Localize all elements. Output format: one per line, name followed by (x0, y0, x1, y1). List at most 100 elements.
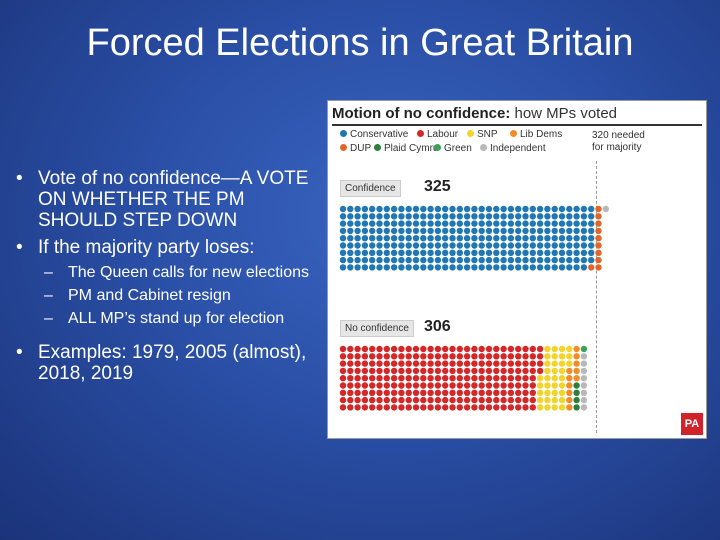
seat-dot-conservative (354, 256, 361, 264)
seat-dot-conservative (588, 227, 595, 235)
seat-dot-conservative (347, 235, 354, 242)
seat-dot-conservative (551, 227, 558, 235)
seat-dot-snp (558, 367, 566, 375)
seat-dot-labour (529, 360, 536, 367)
seat-dot-labour (500, 404, 507, 411)
seat-dot-conservative (398, 227, 405, 235)
seat-dot-snp (558, 345, 566, 353)
seat-dot-labour (449, 396, 456, 404)
seat-dot-labour (434, 396, 442, 404)
seat-dot-conservative (398, 213, 405, 220)
seat-dot-conservative (398, 242, 405, 249)
seat-dot-conservative (536, 242, 544, 249)
seat-dot-labour (405, 367, 412, 375)
seat-dot-snp (558, 404, 566, 411)
seat-dot-conservative (558, 235, 566, 242)
seat-dot-conservative (339, 205, 347, 213)
seat-dot-labour (398, 382, 405, 389)
seat-dot-conservative (427, 235, 434, 242)
dot-icon (374, 144, 381, 151)
seat-dot-conservative (361, 227, 369, 235)
seat-dot-labour (361, 367, 369, 375)
seat-dot-labour (412, 345, 420, 353)
seat-dot-labour (449, 389, 456, 396)
seat-dot-conservative (566, 235, 573, 242)
seat-dot-lib-dems (566, 382, 573, 389)
seat-dot-labour (471, 367, 478, 375)
seat-dot-independent (580, 396, 588, 404)
seat-dot-conservative (507, 242, 515, 249)
seat-dot-labour (434, 404, 442, 411)
seat-dot-conservative (536, 249, 544, 256)
seat-dot-conservative (354, 264, 361, 271)
bullet-item: Examples: 1979, 2005 (almost), 2018, 201… (14, 342, 314, 384)
seat-dot-conservative (427, 227, 434, 235)
seat-dot-conservative (434, 249, 442, 256)
seat-dot-labour (529, 396, 536, 404)
sub-bullet-list: – The Queen calls for new elections – PM a… (14, 264, 314, 328)
sub-bullet-text: PM and Cabinet resign (68, 287, 231, 304)
seat-dot-conservative (383, 213, 390, 220)
seat-dot-labour (471, 375, 478, 382)
seat-dot-labour (493, 389, 500, 396)
seat-dot-labour (412, 404, 420, 411)
seat-dot-labour (347, 396, 354, 404)
seat-dot-conservative (361, 249, 369, 256)
seat-dot-labour (456, 389, 463, 396)
seat-dot-conservative (478, 242, 485, 249)
seat-dot-conservative (390, 264, 398, 271)
seat-dot-labour (427, 375, 434, 382)
seat-dot-conservative (369, 256, 376, 264)
seat-dot-labour (427, 382, 434, 389)
seat-dot-conservative (493, 242, 500, 249)
seat-dot-labour (354, 360, 361, 367)
seat-dot-conservative (580, 235, 588, 242)
seat-dot-independent (602, 205, 609, 213)
seat-dot-conservative (529, 235, 536, 242)
seat-dot-conservative (478, 256, 485, 264)
seat-dot-conservative (500, 242, 507, 249)
seat-dot-conservative (580, 213, 588, 220)
seat-dot-labour (485, 353, 493, 360)
seat-dot-labour (463, 396, 471, 404)
seat-dot-conservative (493, 256, 500, 264)
seat-dot-conservative (478, 205, 485, 213)
seat-dot-conservative (529, 227, 536, 235)
seat-dot-labour (442, 345, 449, 353)
seat-dot-labour (405, 396, 412, 404)
seat-dot-labour (427, 360, 434, 367)
legend-item-lib-dems: Lib Dems (510, 129, 562, 140)
seat-dot-conservative (449, 220, 456, 227)
seat-dot-snp (544, 382, 551, 389)
seat-dot-labour (493, 404, 500, 411)
seat-dot-snp (544, 345, 551, 353)
seat-dot-conservative (442, 227, 449, 235)
seat-dot-labour (529, 375, 536, 382)
graphic-title: Motion of no confidence: how MPs voted (332, 103, 702, 126)
seat-dot-labour (339, 396, 347, 404)
seat-dot-labour (398, 404, 405, 411)
seat-dot-conservative (456, 227, 463, 235)
seat-dot-conservative (515, 242, 522, 249)
seat-dot-conservative (471, 235, 478, 242)
seat-dot-labour (420, 375, 427, 382)
seat-dot-labour (463, 382, 471, 389)
bullet-list: Vote of no confidence—A VOTE ON WHETHER … (14, 168, 314, 390)
seat-dot-conservative (390, 213, 398, 220)
seat-dot-conservative (551, 205, 558, 213)
seat-dot-labour (449, 404, 456, 411)
seat-dot-labour (376, 382, 383, 389)
seat-dot-labour (347, 404, 354, 411)
seat-dots (339, 205, 609, 411)
seat-dot-labour (390, 375, 398, 382)
seat-dot-labour (449, 360, 456, 367)
seat-dot-lib-dems (573, 345, 580, 353)
seat-dot-snp (551, 382, 558, 389)
seat-dot-conservative (412, 220, 420, 227)
legend-item-dup: DUP (340, 143, 371, 154)
seat-dot-labour (478, 404, 485, 411)
seat-dot-conservative (522, 205, 529, 213)
seat-dot-conservative (339, 264, 347, 271)
seat-dot-labour (456, 360, 463, 367)
seat-dot-conservative (493, 220, 500, 227)
